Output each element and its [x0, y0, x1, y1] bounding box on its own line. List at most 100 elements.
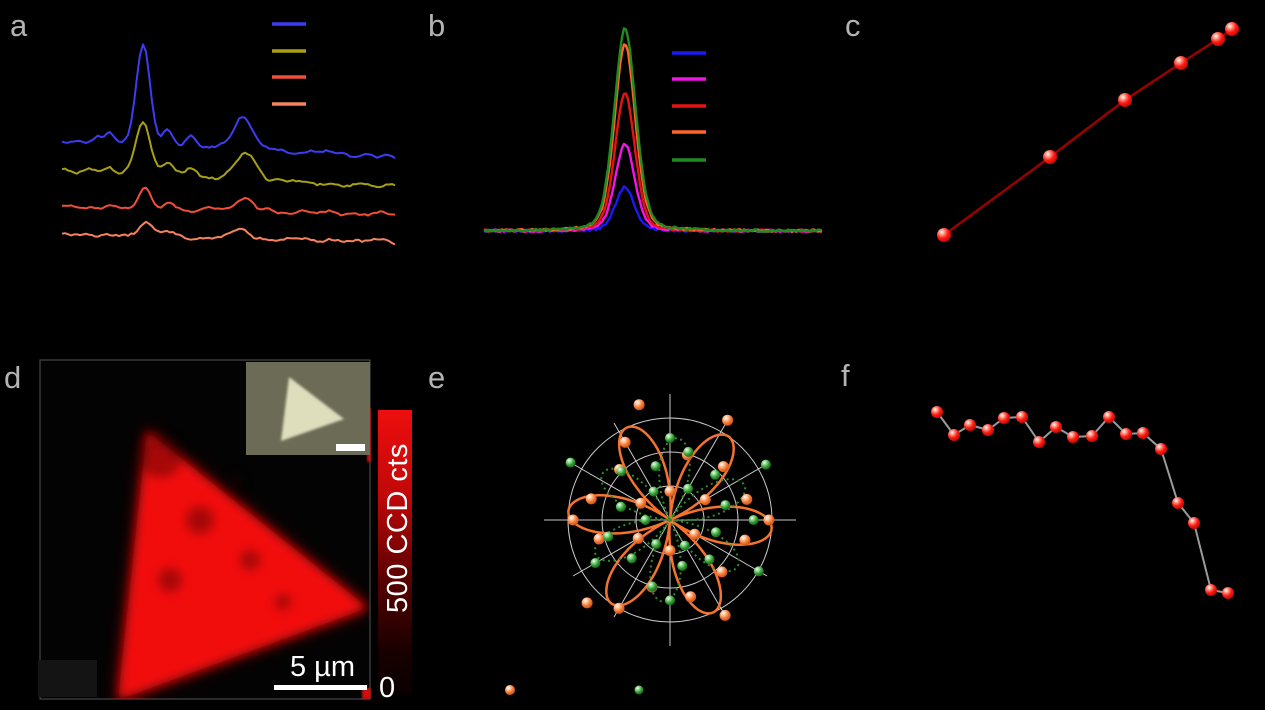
panel-c-power-dependence	[937, 22, 1239, 242]
data-point	[1016, 411, 1028, 423]
spectrum-line	[61, 186, 395, 217]
colorbar-max-label: 500 CCD cts	[382, 443, 414, 613]
data-point	[753, 566, 764, 577]
data-point	[616, 466, 627, 477]
data-point	[937, 228, 951, 242]
series-line	[943, 27, 1233, 237]
data-point	[1205, 584, 1217, 596]
data-point	[603, 531, 614, 542]
data-point	[1211, 32, 1225, 46]
data-point	[619, 436, 631, 448]
panel-a-spectra	[61, 22, 396, 246]
peak-curve	[483, 43, 823, 233]
data-point	[640, 515, 651, 525]
data-point	[1086, 430, 1098, 442]
panel-b-legend	[672, 51, 706, 162]
data-point	[689, 528, 701, 540]
data-point	[710, 527, 721, 538]
data-point	[581, 597, 593, 609]
data-point	[710, 469, 721, 480]
panel-d-ccd-image	[38, 359, 412, 700]
data-point	[1172, 497, 1184, 509]
panel-label-b: b	[428, 8, 446, 43]
peak-curve	[483, 92, 823, 234]
scalebar-label: 5 µm	[290, 651, 356, 683]
spectrum-line	[61, 121, 396, 189]
panel-f-trend	[931, 406, 1234, 599]
data-point	[699, 494, 711, 506]
data-point	[1050, 421, 1062, 433]
data-point	[760, 459, 771, 470]
optical-inset	[246, 362, 370, 455]
data-point	[585, 493, 597, 505]
data-point	[1225, 22, 1239, 36]
data-point	[1033, 436, 1045, 448]
data-point	[1043, 150, 1057, 164]
data-point	[633, 399, 645, 411]
colorbar-min-label: 0	[379, 672, 396, 704]
data-point	[651, 539, 662, 550]
polar-legend	[505, 685, 644, 695]
panel-b-peaks	[483, 27, 823, 234]
panel-label-f: f	[841, 358, 850, 393]
series-line	[936, 411, 1229, 594]
panel-label-c: c	[845, 8, 861, 43]
data-point	[650, 461, 661, 472]
data-point	[763, 514, 775, 526]
data-point	[717, 461, 729, 473]
data-point	[665, 595, 675, 606]
data-point	[647, 581, 658, 592]
data-point	[565, 457, 576, 468]
flake-texture	[138, 434, 291, 610]
data-point	[1067, 431, 1079, 443]
scalebar-line	[274, 685, 367, 690]
data-point	[1137, 427, 1149, 439]
edge-signal-mark	[362, 688, 371, 699]
data-point	[632, 532, 644, 544]
data-point	[748, 515, 759, 525]
data-point	[1103, 411, 1115, 423]
data-point	[1222, 587, 1234, 599]
data-point	[634, 685, 644, 695]
data-point	[1118, 93, 1132, 107]
data-point	[590, 558, 601, 568]
inset-scalebar	[336, 444, 365, 451]
panel-label-e: e	[428, 360, 446, 395]
data-point	[720, 500, 731, 511]
data-point	[505, 685, 515, 695]
rose-fit-curve	[593, 437, 747, 603]
data-point	[683, 483, 693, 494]
data-point	[964, 419, 976, 431]
background-patch	[38, 660, 97, 697]
data-point	[664, 485, 676, 497]
panel-a-legend	[272, 22, 306, 106]
data-point	[685, 591, 697, 603]
data-point	[1188, 517, 1200, 529]
data-point	[679, 540, 690, 551]
data-point	[998, 412, 1010, 424]
data-point	[1155, 443, 1167, 455]
data-point	[648, 486, 659, 497]
peak-curve	[483, 27, 823, 233]
data-point	[593, 533, 605, 545]
data-point	[664, 545, 676, 557]
data-point	[982, 424, 994, 436]
data-point	[683, 446, 694, 457]
data-point	[716, 566, 728, 578]
data-point	[931, 406, 943, 418]
panel-e-polar-plot	[505, 394, 796, 695]
panel-label-d: d	[4, 360, 22, 395]
data-point	[722, 414, 734, 426]
data-point	[567, 514, 579, 526]
data-point	[719, 609, 731, 621]
data-point	[615, 501, 626, 512]
data-point	[1120, 428, 1132, 440]
panel-label-a: a	[10, 8, 28, 43]
data-point	[739, 534, 751, 546]
data-point	[626, 553, 637, 564]
spectrum-line	[61, 43, 396, 160]
data-point	[704, 554, 715, 565]
data-point	[1174, 56, 1188, 70]
